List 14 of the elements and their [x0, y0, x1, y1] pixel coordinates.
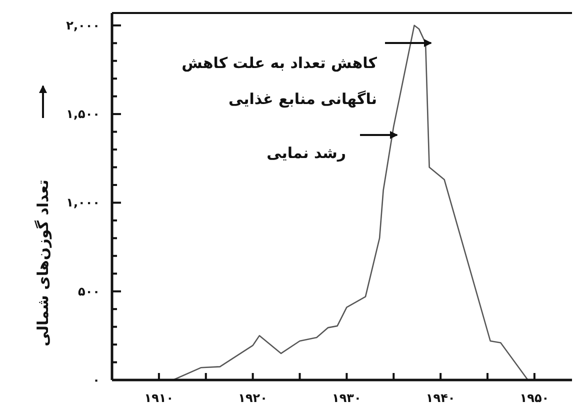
annotation: رشد نمایی [266, 144, 346, 162]
y-tick-label: ۲,۰۰۰ [66, 18, 100, 32]
x-tick-label: ۱۹۳۰ [332, 391, 362, 405]
x-tick-label: ۱۹۱۰ [144, 391, 174, 405]
x-tick-label: ۱۹۲۰ [238, 391, 268, 405]
y-tick-label: ۱,۵۰۰ [66, 107, 100, 122]
y-tick-label: ۱,۰۰۰ [66, 196, 100, 210]
y-tick-label: ۵۰۰ [78, 284, 100, 298]
x-tick-label: ۱۹۵۰ [520, 391, 550, 405]
annotation: کاهش تعداد به علت کاهش [182, 54, 378, 72]
y-axis-title: تعداد گوزن‌های شمالی [34, 180, 52, 346]
annotation: ناگهانی منابع غذایی [228, 90, 377, 108]
x-tick-label: ۱۹۴۰ [426, 391, 456, 405]
y-tick-label: ۰ [92, 373, 100, 387]
